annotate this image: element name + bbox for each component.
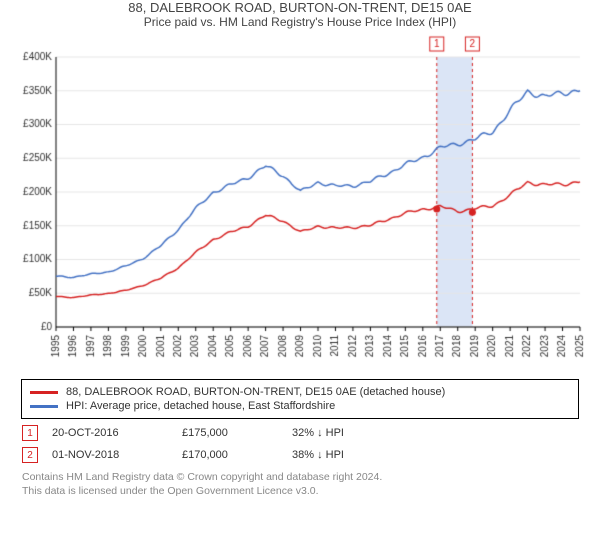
legend-label: HPI: Average price, detached house, East… [66,400,335,412]
sale-delta: 38% ↓ HPI [292,449,402,461]
sale-date: 01-NOV-2018 [52,449,182,461]
sale-price: £175,000 [182,427,292,439]
sale-date: 20-OCT-2016 [52,427,182,439]
chart-area [10,33,590,373]
chart-canvas [10,33,590,373]
sale-marker-icon: 1 [22,425,38,441]
footnote: Contains HM Land Registry data © Crown c… [22,471,578,498]
chart-title: 88, DALEBROOK ROAD, BURTON-ON-TRENT, DE1… [0,0,600,15]
legend-label: 88, DALEBROOK ROAD, BURTON-ON-TRENT, DE1… [66,386,445,398]
footnote-line: Contains HM Land Registry data © Crown c… [22,471,578,485]
legend-box: 88, DALEBROOK ROAD, BURTON-ON-TRENT, DE1… [21,379,579,419]
sale-marker-icon: 2 [22,447,38,463]
sale-delta: 32% ↓ HPI [292,427,402,439]
footnote-line: This data is licensed under the Open Gov… [22,485,578,499]
legend-item-property: 88, DALEBROOK ROAD, BURTON-ON-TRENT, DE1… [30,386,570,398]
legend-item-hpi: HPI: Average price, detached house, East… [30,400,570,412]
legend-swatch [30,405,58,408]
chart-subtitle: Price paid vs. HM Land Registry's House … [0,15,600,29]
sale-row-1: 1 20-OCT-2016 £175,000 32% ↓ HPI [22,425,578,441]
sale-row-2: 2 01-NOV-2018 £170,000 38% ↓ HPI [22,447,578,463]
legend-swatch [30,391,58,394]
sale-price: £170,000 [182,449,292,461]
